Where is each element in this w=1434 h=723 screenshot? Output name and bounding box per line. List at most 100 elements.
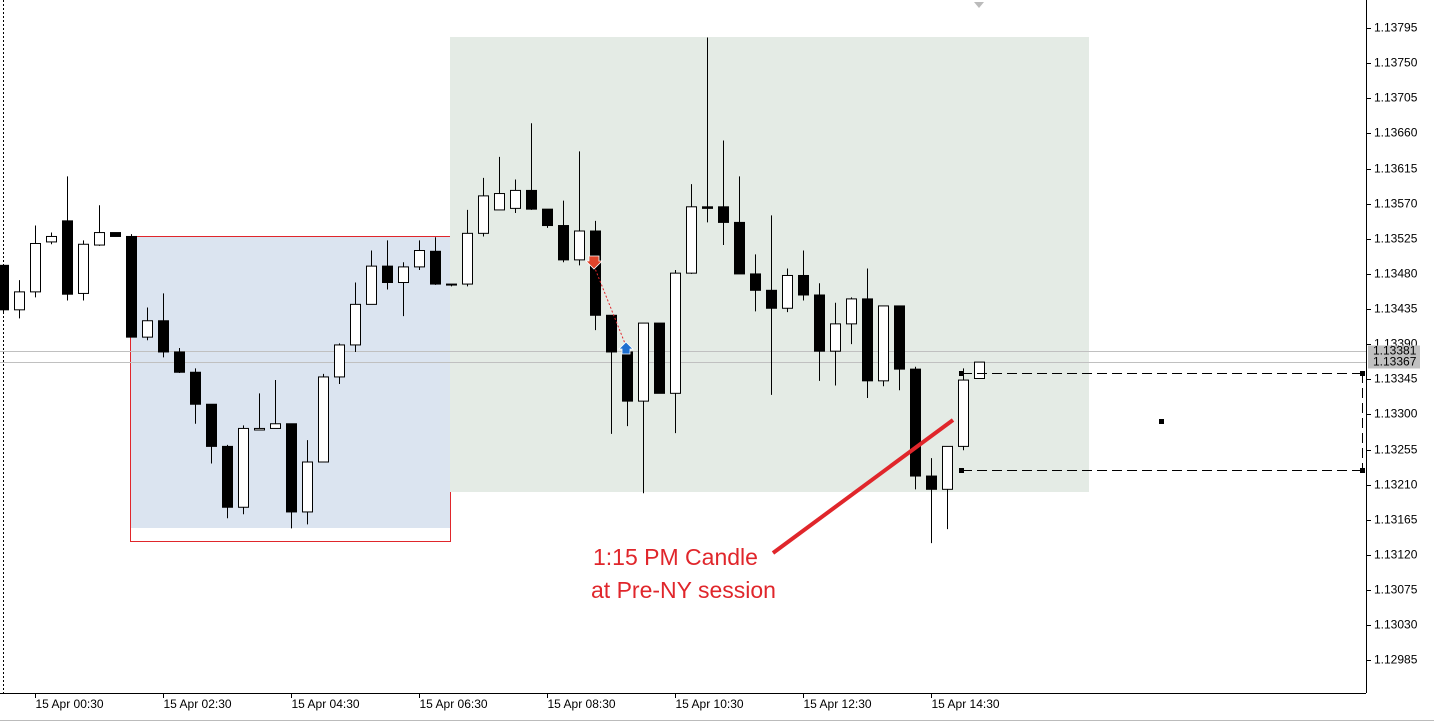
candle-body <box>718 206 729 223</box>
candle-body <box>302 461 313 513</box>
candle-body <box>190 371 201 405</box>
x-tick-label: 15 Apr 06:30 <box>420 697 488 711</box>
candle-body <box>158 320 169 353</box>
candle-body <box>734 221 745 275</box>
y-tick-label: 1.13120 <box>1374 548 1418 562</box>
candle-body <box>510 189 521 209</box>
candle-body <box>910 368 921 477</box>
candle-body <box>238 427 249 508</box>
candle-body <box>830 323 841 352</box>
handle <box>1360 468 1365 473</box>
x-tick-label: 15 Apr 10:30 <box>676 697 744 711</box>
candle-body <box>654 322 665 394</box>
candle-body <box>638 322 649 402</box>
candle-body <box>430 250 441 285</box>
handle <box>959 371 964 376</box>
measure-tool <box>959 371 1365 473</box>
handle <box>1360 371 1365 376</box>
candle-body <box>0 264 9 311</box>
candle-body <box>974 361 985 379</box>
handle <box>959 468 964 473</box>
x-tick-label: 15 Apr 08:30 <box>548 697 616 711</box>
candle-body <box>174 351 185 373</box>
x-tick-label: 15 Apr 00:30 <box>36 697 104 711</box>
candle-body <box>686 206 697 274</box>
y-tick-label: 1.13075 <box>1374 583 1418 597</box>
candle-body <box>494 193 505 211</box>
candle-body <box>798 274 809 296</box>
y-tick-label: 1.13165 <box>1374 513 1418 527</box>
annotation: 1:15 PM Candle <box>593 544 758 570</box>
y-tick-label: 1.13300 <box>1374 407 1418 421</box>
candle-body <box>78 243 89 294</box>
candle-body <box>542 208 553 227</box>
x-tick-label: 15 Apr 04:30 <box>292 697 360 711</box>
candle-body <box>670 272 681 394</box>
x-tick-label: 15 Apr 14:30 <box>932 697 1000 711</box>
candle-body <box>334 344 345 378</box>
candle-body <box>782 274 793 309</box>
candle-body <box>46 235 57 243</box>
y-tick-label: 1.13345 <box>1374 372 1418 386</box>
candle-body <box>958 379 969 447</box>
y-tick-label: 1.13750 <box>1374 56 1418 70</box>
candle-body <box>814 294 825 352</box>
y-tick-label: 1.13480 <box>1374 267 1418 281</box>
candle-body <box>558 225 569 261</box>
buy-arrow <box>618 341 634 355</box>
candle-body <box>926 475 937 490</box>
y-tick-label: 1.13570 <box>1374 197 1418 211</box>
annotation: at Pre-NY session <box>591 577 776 603</box>
x-tick-label: 15 Apr 12:30 <box>804 697 872 711</box>
candle-body <box>126 235 137 338</box>
candle-body <box>766 289 777 309</box>
candle-body <box>446 283 457 286</box>
y-tick-label: 1.13660 <box>1374 126 1418 140</box>
y-tick-label: 1.13525 <box>1374 232 1418 246</box>
shift-marker <box>974 2 984 8</box>
handle <box>1159 419 1164 424</box>
candle-body <box>702 206 713 209</box>
candle-body <box>606 314 617 353</box>
candle-body <box>382 265 393 284</box>
candle-body <box>14 291 25 311</box>
candle-body <box>318 376 329 463</box>
candle-body <box>254 427 265 431</box>
price-label-box <box>1368 345 1420 358</box>
london-session-box <box>450 37 1089 492</box>
x-tick-label: 15 Apr 02:30 <box>164 697 232 711</box>
candle-body <box>862 298 873 382</box>
price-label: 1.13381 <box>1373 344 1417 358</box>
candle-body <box>462 232 473 285</box>
candle-body <box>846 298 857 325</box>
candle-body <box>942 445 953 490</box>
candle-body <box>30 242 41 293</box>
y-tick-label: 1.12985 <box>1374 653 1418 667</box>
candle-body <box>142 320 153 338</box>
y-tick-label: 1.13795 <box>1374 21 1418 35</box>
y-tick-label: 1.13705 <box>1374 91 1418 105</box>
candle-body <box>574 230 585 261</box>
y-tick-label: 1.13615 <box>1374 162 1418 176</box>
candle-body <box>590 230 601 316</box>
candle-body <box>270 423 281 429</box>
candle-body <box>750 273 761 291</box>
candle-body <box>206 403 217 447</box>
candle-body <box>350 303 361 346</box>
candle-body <box>398 266 409 284</box>
y-tick-label: 1.13030 <box>1374 618 1418 632</box>
price-label-box <box>1368 356 1420 369</box>
candle-body <box>94 232 105 246</box>
y-tick-label: 1.13255 <box>1374 443 1418 457</box>
annotation-pointer <box>771 418 955 555</box>
candle-body <box>878 305 889 382</box>
candle-body <box>62 220 73 295</box>
candle-body <box>526 189 537 210</box>
plot <box>0 37 1366 544</box>
candle-body <box>478 195 489 234</box>
y-tick-label: 1.13435 <box>1374 302 1418 316</box>
candle-body <box>286 423 297 513</box>
candle-body <box>110 232 121 237</box>
price-label: 1.13367 <box>1373 355 1417 369</box>
